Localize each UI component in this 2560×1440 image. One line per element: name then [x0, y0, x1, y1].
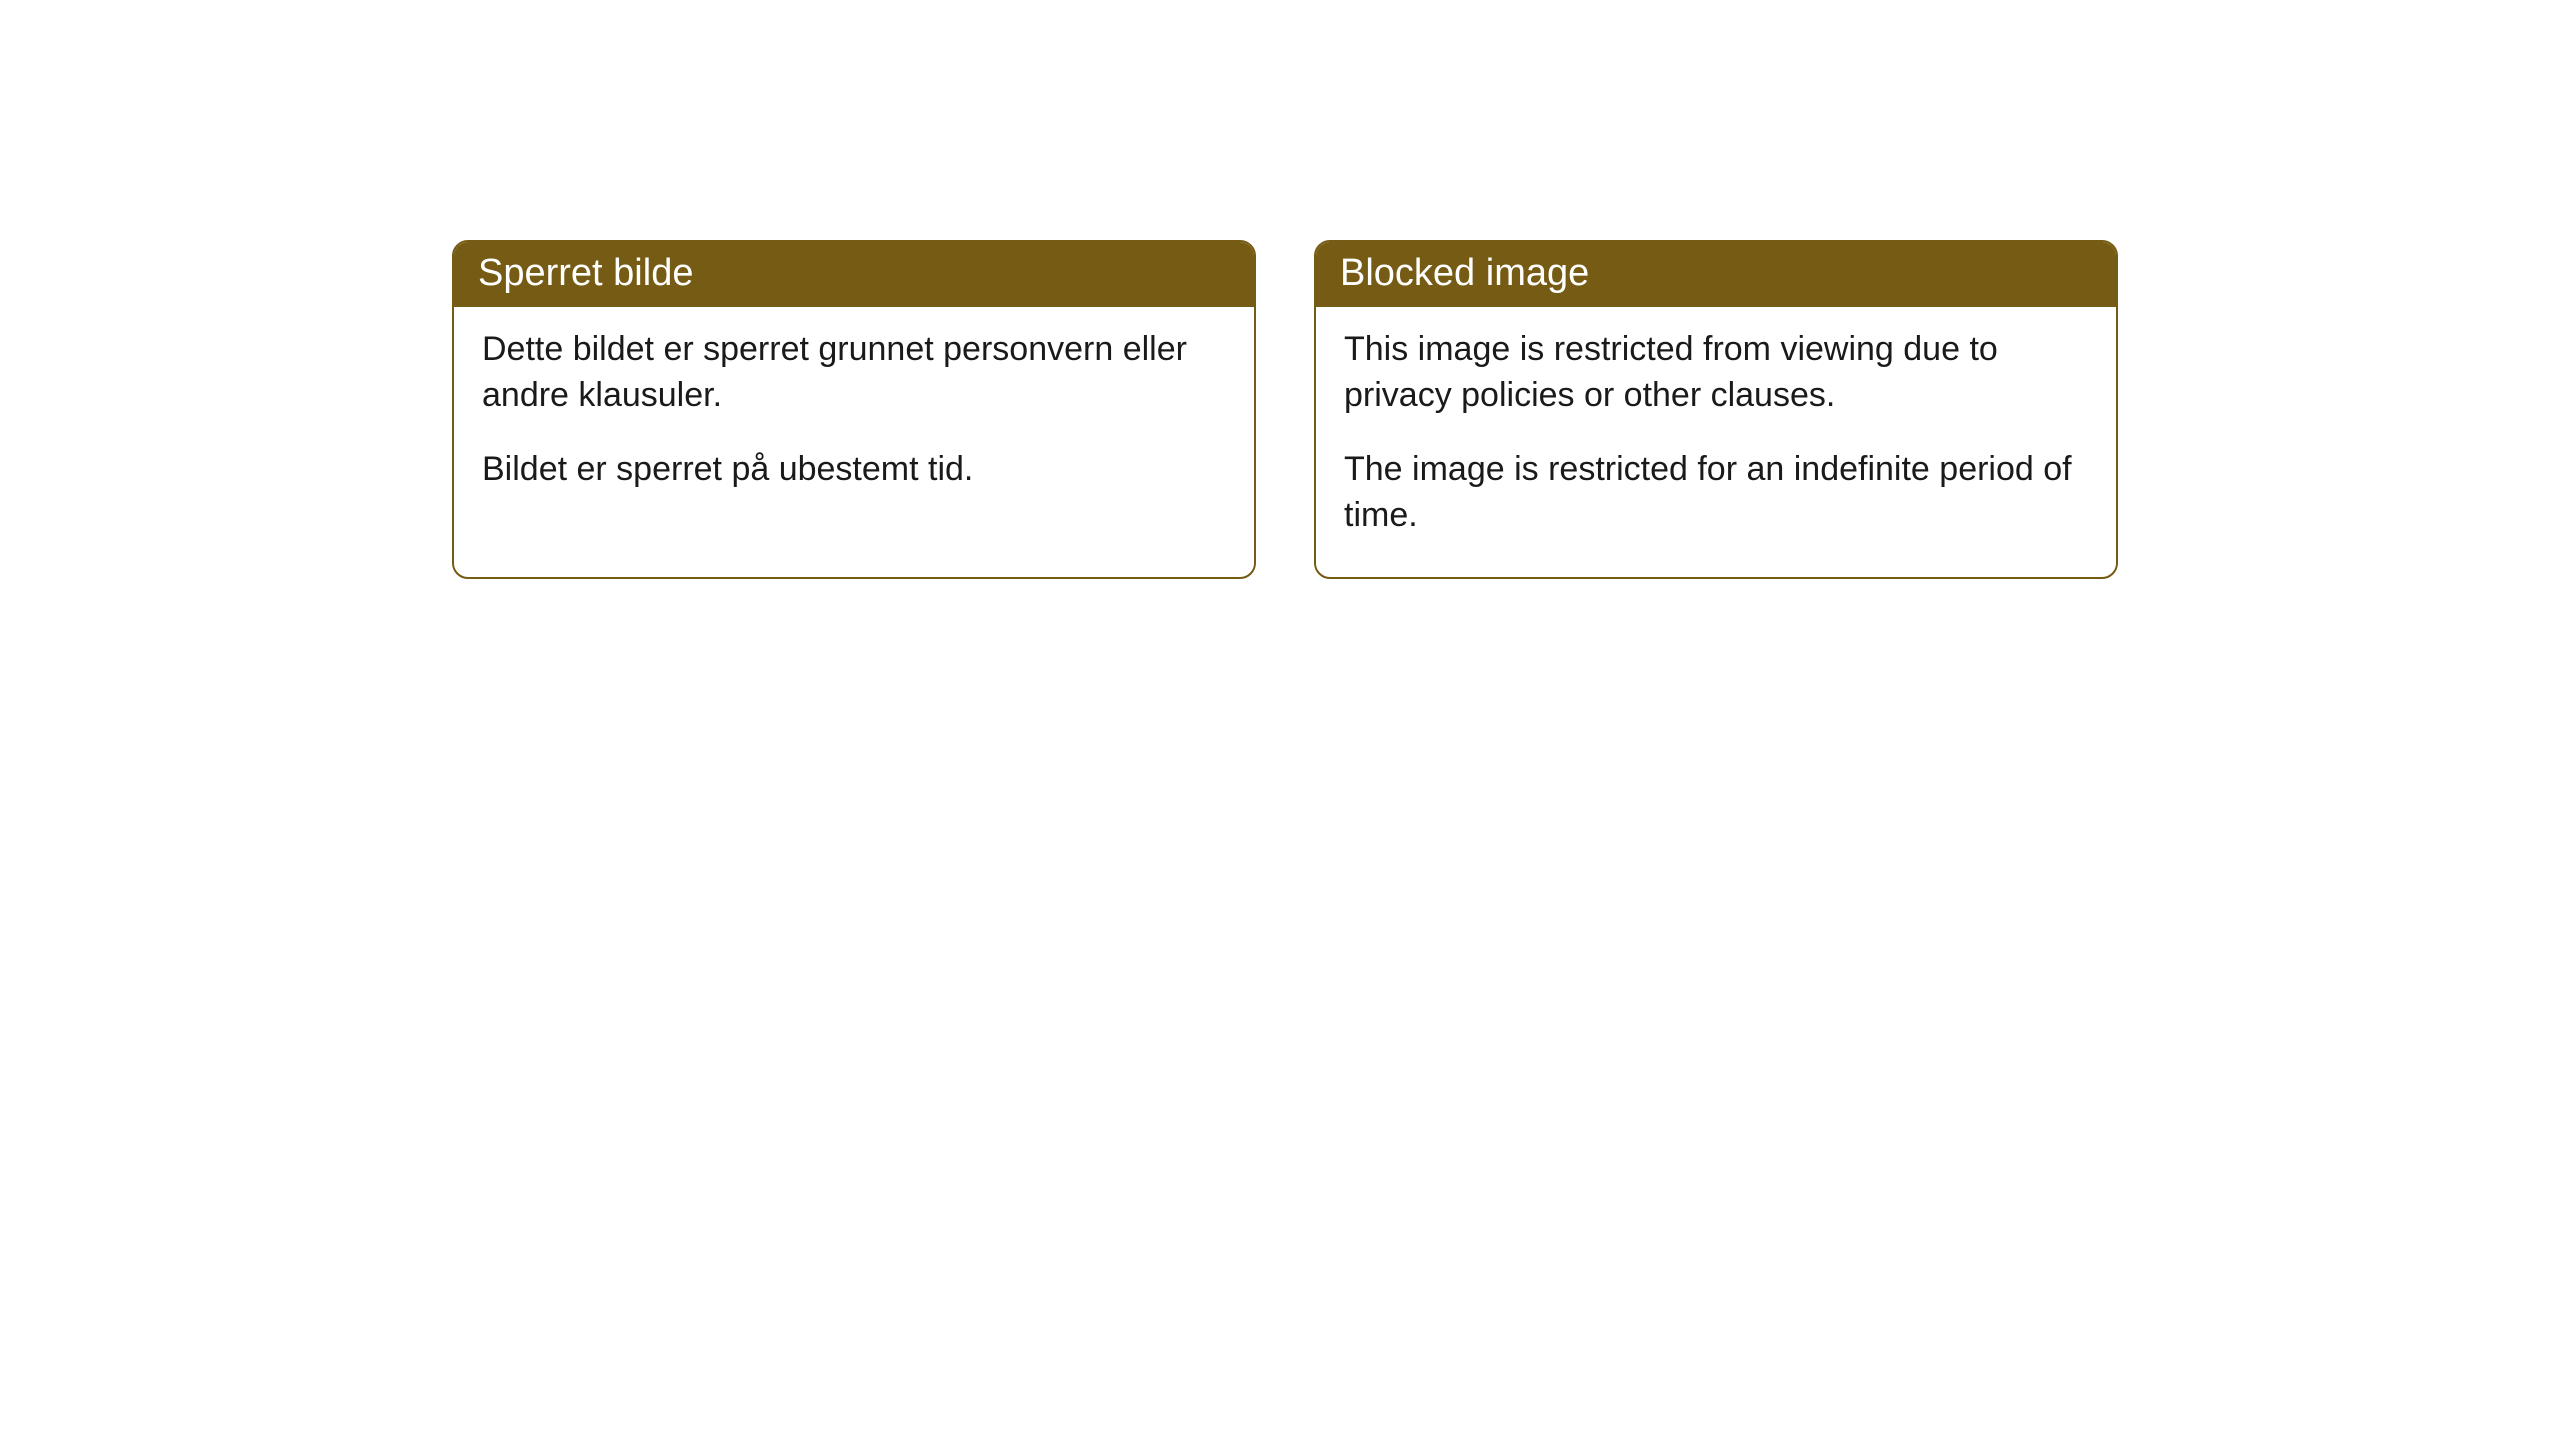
card-header-english: Blocked image	[1316, 242, 2116, 307]
card-norwegian: Sperret bilde Dette bildet er sperret gr…	[452, 240, 1256, 579]
card-body-english: This image is restricted from viewing du…	[1316, 307, 2116, 577]
card-paragraph2-english: The image is restricted for an indefinit…	[1344, 447, 2088, 539]
card-paragraph1-norwegian: Dette bildet er sperret grunnet personve…	[482, 327, 1226, 419]
card-title-norwegian: Sperret bilde	[478, 252, 693, 294]
cards-container: Sperret bilde Dette bildet er sperret gr…	[452, 240, 2118, 579]
card-paragraph2-norwegian: Bildet er sperret på ubestemt tid.	[482, 447, 1226, 493]
card-title-english: Blocked image	[1340, 252, 1589, 294]
card-body-norwegian: Dette bildet er sperret grunnet personve…	[454, 307, 1254, 531]
card-paragraph1-english: This image is restricted from viewing du…	[1344, 327, 2088, 419]
card-header-norwegian: Sperret bilde	[454, 242, 1254, 307]
card-english: Blocked image This image is restricted f…	[1314, 240, 2118, 579]
